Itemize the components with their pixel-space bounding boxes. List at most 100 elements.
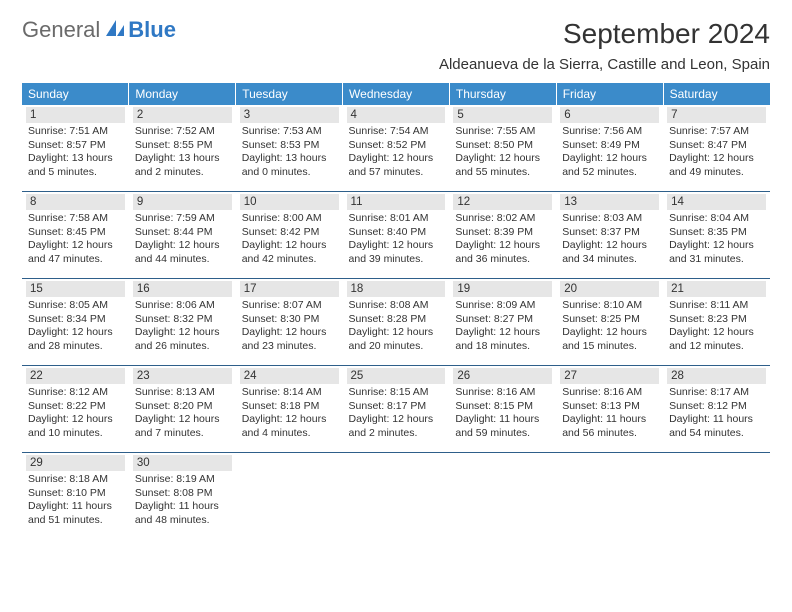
daylight-text: and 5 minutes.	[26, 166, 125, 180]
calendar-cell: 19Sunrise: 8:09 AMSunset: 8:27 PMDayligh…	[449, 279, 556, 366]
calendar-cell: 15Sunrise: 8:05 AMSunset: 8:34 PMDayligh…	[22, 279, 129, 366]
logo: General Blue	[22, 18, 176, 42]
sunrise-text: Sunrise: 8:18 AM	[26, 473, 125, 487]
calendar-cell: 21Sunrise: 8:11 AMSunset: 8:23 PMDayligh…	[663, 279, 770, 366]
calendar-week-row: 22Sunrise: 8:12 AMSunset: 8:22 PMDayligh…	[22, 366, 770, 453]
logo-text-blue: Blue	[128, 19, 176, 41]
calendar-cell: 25Sunrise: 8:15 AMSunset: 8:17 PMDayligh…	[343, 366, 450, 453]
daylight-text: Daylight: 12 hours	[560, 239, 659, 253]
calendar-week-row: 15Sunrise: 8:05 AMSunset: 8:34 PMDayligh…	[22, 279, 770, 366]
sunrise-text: Sunrise: 7:57 AM	[667, 125, 766, 139]
calendar-cell: 28 Sunrise: 8:17 AMSunset: 8:12 PMDayligh…	[663, 366, 770, 453]
sunset-text: Sunset: 8:08 PM	[133, 487, 232, 501]
daylight-text: and 34 minutes.	[560, 253, 659, 267]
calendar-cell: 23Sunrise: 8:13 AMSunset: 8:20 PMDayligh…	[129, 366, 236, 453]
calendar-week-row: 1Sunrise: 7:51 AMSunset: 8:57 PMDaylight…	[22, 105, 770, 192]
daylight-text: Daylight: 12 hours	[26, 413, 125, 427]
day-number: 22	[26, 368, 125, 384]
sunrise-text: Sunrise: 8:17 AM	[667, 386, 766, 400]
sunset-text: Sunset: 8:40 PM	[347, 226, 446, 240]
sunrise-text: Sunrise: 8:08 AM	[347, 299, 446, 313]
sunrise-text: Sunrise: 7:54 AM	[347, 125, 446, 139]
sunset-text: Sunset: 8:42 PM	[240, 226, 339, 240]
daylight-text: Daylight: 11 hours	[560, 413, 659, 427]
calendar-cell: 13Sunrise: 8:03 AMSunset: 8:37 PMDayligh…	[556, 192, 663, 279]
sunset-text: Sunset: 8:39 PM	[453, 226, 552, 240]
sunrise-text: Sunrise: 7:51 AM	[26, 125, 125, 139]
sunset-text: Sunset: 8:45 PM	[26, 226, 125, 240]
calendar-cell	[343, 453, 450, 540]
calendar-cell: 12Sunrise: 8:02 AMSunset: 8:39 PMDayligh…	[449, 192, 556, 279]
day-number: 18	[347, 281, 446, 297]
sunrise-text: Sunrise: 8:16 AM	[560, 386, 659, 400]
daylight-text: Daylight: 12 hours	[240, 326, 339, 340]
day-number: 10	[240, 194, 339, 210]
daylight-text: Daylight: 12 hours	[347, 239, 446, 253]
sunset-text: Sunset: 8:20 PM	[133, 400, 232, 414]
sunset-text: Sunset: 8:23 PM	[667, 313, 766, 327]
sunset-text: Sunset: 8:28 PM	[347, 313, 446, 327]
daylight-text: Daylight: 12 hours	[133, 413, 232, 427]
sunset-text: Sunset: 8:18 PM	[240, 400, 339, 414]
daylight-text: and 57 minutes.	[347, 166, 446, 180]
daylight-text: and 52 minutes.	[560, 166, 659, 180]
daylight-text: and 7 minutes.	[133, 427, 232, 441]
daylight-text: and 4 minutes.	[240, 427, 339, 441]
daylight-text: Daylight: 11 hours	[667, 413, 766, 427]
sunrise-text: Sunrise: 8:03 AM	[560, 212, 659, 226]
day-number: 7	[667, 107, 766, 123]
daylight-text: Daylight: 12 hours	[240, 239, 339, 253]
daylight-text: and 26 minutes.	[133, 340, 232, 354]
daylight-text: and 54 minutes.	[667, 427, 766, 441]
day-number: 5	[453, 107, 552, 123]
sunset-text: Sunset: 8:15 PM	[453, 400, 552, 414]
calendar-cell: 2Sunrise: 7:52 AMSunset: 8:55 PMDaylight…	[129, 105, 236, 192]
calendar-cell: 27 Sunrise: 8:16 AMSunset: 8:13 PMDayligh…	[556, 366, 663, 453]
daylight-text: Daylight: 12 hours	[240, 413, 339, 427]
daylight-text: and 23 minutes.	[240, 340, 339, 354]
calendar-cell: 5Sunrise: 7:55 AMSunset: 8:50 PMDaylight…	[449, 105, 556, 192]
weekday-header: Tuesday	[236, 83, 343, 105]
daylight-text: and 10 minutes.	[26, 427, 125, 441]
daylight-text: Daylight: 11 hours	[26, 500, 125, 514]
daylight-text: and 0 minutes.	[240, 166, 339, 180]
daylight-text: Daylight: 11 hours	[133, 500, 232, 514]
daylight-text: Daylight: 13 hours	[240, 152, 339, 166]
sunrise-text: Sunrise: 8:15 AM	[347, 386, 446, 400]
daylight-text: Daylight: 13 hours	[26, 152, 125, 166]
sunset-text: Sunset: 8:13 PM	[560, 400, 659, 414]
daylight-text: Daylight: 12 hours	[560, 326, 659, 340]
daylight-text: Daylight: 12 hours	[667, 152, 766, 166]
calendar-cell: 29Sunrise: 8:18 AMSunset: 8:10 PMDayligh…	[22, 453, 129, 540]
daylight-text: and 44 minutes.	[133, 253, 232, 267]
daylight-text: and 31 minutes.	[667, 253, 766, 267]
day-number: 20	[560, 281, 659, 297]
day-number: 28	[667, 368, 766, 384]
day-number: 6	[560, 107, 659, 123]
daylight-text: Daylight: 12 hours	[26, 239, 125, 253]
calendar-week-row: 29Sunrise: 8:18 AMSunset: 8:10 PMDayligh…	[22, 453, 770, 540]
sunrise-text: Sunrise: 7:59 AM	[133, 212, 232, 226]
daylight-text: Daylight: 11 hours	[453, 413, 552, 427]
sunrise-text: Sunrise: 7:56 AM	[560, 125, 659, 139]
sunrise-text: Sunrise: 7:52 AM	[133, 125, 232, 139]
sunset-text: Sunset: 8:52 PM	[347, 139, 446, 153]
daylight-text: Daylight: 12 hours	[560, 152, 659, 166]
day-number: 11	[347, 194, 446, 210]
day-number: 1	[26, 107, 125, 123]
sunset-text: Sunset: 8:32 PM	[133, 313, 232, 327]
sunset-text: Sunset: 8:25 PM	[560, 313, 659, 327]
day-number: 27	[560, 368, 659, 384]
calendar-cell: 22Sunrise: 8:12 AMSunset: 8:22 PMDayligh…	[22, 366, 129, 453]
calendar-cell: 4Sunrise: 7:54 AMSunset: 8:52 PMDaylight…	[343, 105, 450, 192]
sunrise-text: Sunrise: 8:00 AM	[240, 212, 339, 226]
sunset-text: Sunset: 8:12 PM	[667, 400, 766, 414]
daylight-text: Daylight: 12 hours	[347, 326, 446, 340]
sunset-text: Sunset: 8:55 PM	[133, 139, 232, 153]
day-number: 19	[453, 281, 552, 297]
calendar-cell: 8Sunrise: 7:58 AMSunset: 8:45 PMDaylight…	[22, 192, 129, 279]
calendar-cell: 9Sunrise: 7:59 AMSunset: 8:44 PMDaylight…	[129, 192, 236, 279]
day-number: 17	[240, 281, 339, 297]
daylight-text: Daylight: 12 hours	[133, 326, 232, 340]
daylight-text: and 36 minutes.	[453, 253, 552, 267]
